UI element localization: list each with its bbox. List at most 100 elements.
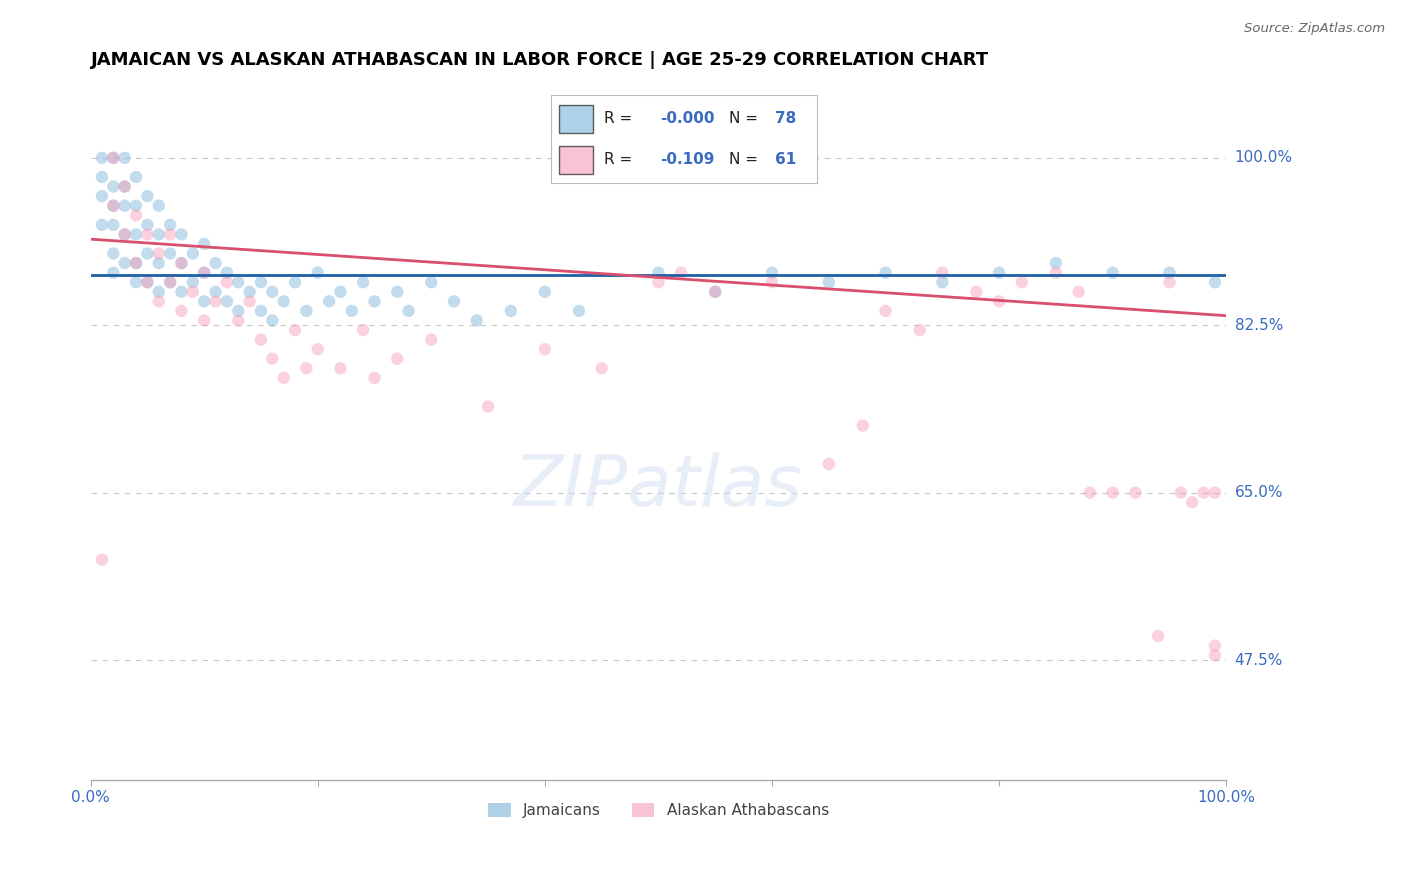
Point (307, 342, 329, 356)
Point (91, 151, 114, 165)
Point (114, 179, 136, 194)
Point (761, 275, 783, 289)
Point (568, 304, 591, 318)
Point (136, 275, 159, 289)
Point (1181, 495, 1204, 509)
Point (250, 275, 273, 289)
Point (250, 333, 273, 347)
Point (159, 246, 181, 260)
Text: 100.0%: 100.0% (1234, 151, 1292, 165)
Point (204, 256, 226, 270)
Text: 65.0%: 65.0% (1234, 485, 1284, 500)
Point (136, 218, 159, 232)
Point (226, 304, 249, 318)
Point (420, 333, 443, 347)
Point (908, 323, 931, 337)
Point (159, 227, 181, 242)
Point (226, 275, 249, 289)
Text: JAMAICAN VS ALASKAN ATHABASCAN IN LABOR FORCE | AGE 25-29 CORRELATION CHART: JAMAICAN VS ALASKAN ATHABASCAN IN LABOR … (90, 51, 988, 69)
Point (204, 285, 226, 299)
Point (125, 256, 148, 270)
Point (114, 227, 136, 242)
Point (273, 371, 295, 385)
Point (125, 227, 148, 242)
Point (215, 294, 238, 309)
Point (125, 275, 148, 289)
Point (148, 246, 170, 260)
Point (262, 285, 284, 299)
Text: Source: ZipAtlas.com: Source: ZipAtlas.com (1244, 22, 1385, 36)
Point (159, 218, 181, 232)
Point (761, 266, 783, 280)
Point (647, 266, 669, 280)
Point (170, 256, 193, 270)
Point (534, 285, 557, 299)
Point (1147, 629, 1170, 643)
Point (148, 294, 170, 309)
Point (295, 361, 318, 376)
Point (647, 275, 669, 289)
Point (704, 285, 727, 299)
Point (181, 275, 204, 289)
Point (273, 294, 295, 309)
Point (465, 313, 488, 327)
Point (159, 275, 181, 289)
Point (284, 323, 307, 337)
Point (352, 275, 374, 289)
Point (148, 256, 170, 270)
Point (148, 199, 170, 213)
Point (965, 285, 987, 299)
Point (1159, 275, 1181, 289)
Point (817, 457, 839, 471)
Point (114, 199, 136, 213)
Point (136, 246, 159, 260)
Point (114, 151, 136, 165)
Point (307, 266, 329, 280)
Point (170, 227, 193, 242)
Point (817, 275, 839, 289)
Point (1045, 256, 1067, 270)
Point (499, 304, 522, 318)
Point (114, 227, 136, 242)
Point (988, 266, 1011, 280)
Point (125, 169, 148, 184)
Point (398, 304, 420, 318)
Point (159, 275, 181, 289)
Point (125, 256, 148, 270)
Point (103, 199, 125, 213)
Point (352, 323, 374, 337)
Point (852, 418, 875, 433)
Point (1204, 485, 1226, 500)
Point (136, 227, 159, 242)
Point (284, 275, 307, 289)
Point (1204, 648, 1226, 663)
Point (239, 285, 262, 299)
Point (1159, 266, 1181, 280)
Point (91, 169, 114, 184)
Point (103, 218, 125, 232)
Text: 47.5%: 47.5% (1234, 653, 1282, 667)
Point (193, 313, 215, 327)
Point (114, 179, 136, 194)
Point (226, 313, 249, 327)
Point (103, 266, 125, 280)
Point (193, 266, 215, 280)
Point (477, 400, 499, 414)
Point (1011, 275, 1033, 289)
Point (875, 266, 897, 280)
Point (329, 361, 352, 376)
Point (136, 189, 159, 203)
Point (387, 285, 409, 299)
Point (1192, 485, 1215, 500)
Text: 82.5%: 82.5% (1234, 318, 1282, 333)
Point (181, 285, 204, 299)
Point (170, 304, 193, 318)
Point (170, 256, 193, 270)
Point (239, 294, 262, 309)
Legend: Jamaicans, Alaskan Athabascans: Jamaicans, Alaskan Athabascans (482, 797, 835, 824)
Point (103, 246, 125, 260)
Point (103, 199, 125, 213)
Point (1101, 485, 1123, 500)
Point (193, 266, 215, 280)
Point (704, 285, 727, 299)
